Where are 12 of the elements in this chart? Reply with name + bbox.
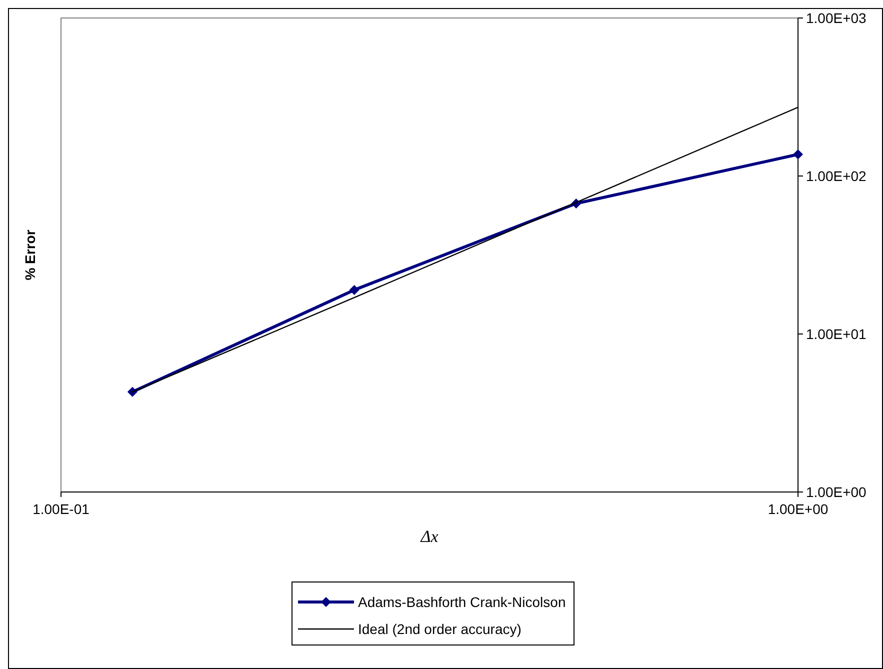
y-tick-label: 1.00E+00 [806,484,867,500]
point [127,386,138,397]
y-tick-label: 1.00E+01 [806,326,867,342]
legend-label: Adams-Bashforth Crank-Nicolson [358,594,566,610]
legend-label: Ideal (2nd order accuracy) [358,621,522,637]
y-tick-label: 1.00E+02 [806,168,867,184]
point [793,149,803,160]
x-tick-label: 1.00E-01 [32,501,90,517]
y-axis-title: % Error [22,229,38,280]
y-tick-label: 1.00E+03 [806,10,867,26]
x-axis-title: Δx [420,527,439,546]
point [349,284,360,295]
